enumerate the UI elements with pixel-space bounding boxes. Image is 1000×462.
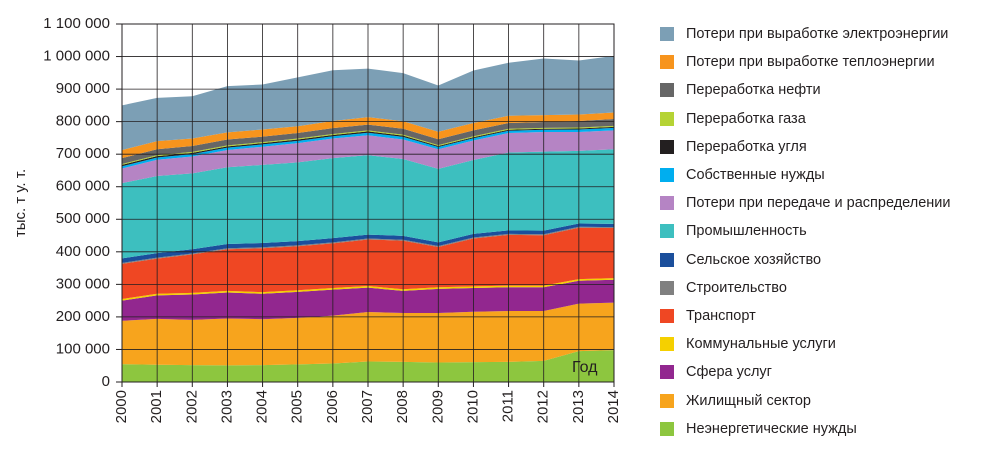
legend-swatch bbox=[660, 27, 674, 42]
legend-swatch bbox=[660, 337, 674, 352]
legend-label: Транспорт bbox=[686, 307, 756, 324]
x-tick-label: 2010 bbox=[464, 390, 481, 423]
legend-item: Потери при выработке электроэнергии bbox=[660, 20, 950, 48]
x-tick-label: 2009 bbox=[429, 390, 446, 423]
legend-label: Потери при выработке теплоэнергии bbox=[686, 54, 935, 71]
legend-swatch bbox=[660, 393, 674, 408]
legend-label: Собственные нужды bbox=[686, 167, 825, 184]
legend-item: Коммунальные услуги bbox=[660, 330, 950, 358]
legend-swatch bbox=[660, 280, 674, 295]
y-tick-label: 100 000 bbox=[56, 340, 110, 357]
legend-label: Переработка нефти bbox=[686, 82, 821, 99]
area-series-5 bbox=[122, 226, 614, 264]
gridlines bbox=[122, 24, 614, 382]
legend-swatch bbox=[660, 224, 674, 239]
legend-item: Потери при передаче и распределении bbox=[660, 189, 950, 217]
x-axis-label: Год bbox=[572, 359, 598, 376]
legend-swatch bbox=[660, 111, 674, 126]
legend-label: Неэнергетические нужды bbox=[686, 420, 857, 437]
legend-item: Жилищный сектор bbox=[660, 386, 950, 414]
area-series-9 bbox=[122, 127, 614, 169]
legend-swatch bbox=[660, 139, 674, 154]
y-axis-label: тыс. т у. т. bbox=[12, 169, 29, 237]
legend-label: Потери при выработке электроэнергии bbox=[686, 26, 949, 43]
y-tick-label: 900 000 bbox=[56, 80, 110, 97]
area-series-6 bbox=[122, 223, 614, 263]
y-tick-label: 600 000 bbox=[56, 178, 110, 195]
legend-swatch bbox=[660, 196, 674, 211]
y-tick-label: 400 000 bbox=[56, 243, 110, 260]
legend-item: Переработка нефти bbox=[660, 76, 950, 104]
legend-label: Жилищный сектор bbox=[686, 392, 811, 409]
y-tick-label: 500 000 bbox=[56, 210, 110, 227]
x-tick-label: 2008 bbox=[394, 390, 411, 423]
legend-swatch bbox=[660, 55, 674, 70]
legend-label: Строительство bbox=[686, 279, 787, 296]
x-tick-label: 2005 bbox=[289, 390, 306, 423]
y-tick-label: 1 100 000 bbox=[43, 15, 110, 32]
legend-item: Собственные нужды bbox=[660, 161, 950, 189]
legend-item: Промышленность bbox=[660, 217, 950, 245]
legend-swatch bbox=[660, 421, 674, 436]
y-tick-label: 700 000 bbox=[56, 145, 110, 162]
x-tick-label: 2002 bbox=[183, 390, 200, 423]
area-series-13 bbox=[122, 112, 614, 159]
x-tick-label: 2007 bbox=[359, 390, 376, 423]
x-tick-label: 2014 bbox=[605, 390, 622, 423]
y-tick-label: 300 000 bbox=[56, 275, 110, 292]
area-series-8 bbox=[122, 130, 614, 184]
legend-label: Промышленность bbox=[686, 223, 807, 240]
x-tick-label: 2003 bbox=[218, 390, 235, 423]
legend-item: Потери при выработке теплоэнергии bbox=[660, 48, 950, 76]
legend-swatch bbox=[660, 168, 674, 183]
legend-item: Сфера услуг bbox=[660, 358, 950, 386]
x-tick-label: 2006 bbox=[324, 390, 341, 423]
x-tick-label: 2013 bbox=[570, 390, 587, 423]
x-tick-label: 2001 bbox=[148, 390, 165, 423]
legend-label: Потери при передаче и распределении bbox=[686, 195, 951, 212]
y-tick-label: 1 000 000 bbox=[43, 48, 110, 65]
legend-item: Строительство bbox=[660, 274, 950, 302]
legend-item: Сельское хозяйство bbox=[660, 246, 950, 274]
y-tick-label: 200 000 bbox=[56, 308, 110, 325]
y-tick-label: 800 000 bbox=[56, 113, 110, 130]
legend-item: Переработка газа bbox=[660, 105, 950, 133]
y-tick-label: 0 bbox=[102, 373, 110, 390]
x-tick-label: 2012 bbox=[535, 390, 552, 423]
legend-label: Коммунальные услуги bbox=[686, 336, 836, 353]
legend-swatch bbox=[660, 308, 674, 323]
legend-label: Сельское хозяйство bbox=[686, 251, 822, 268]
x-axis-ticks: 2000 2001 2002 2003 2004 2005 2006 2007 2008 2009… bbox=[113, 382, 622, 423]
legend-label: Сфера услуг bbox=[686, 364, 772, 381]
legend-swatch bbox=[660, 83, 674, 98]
legend: Потери при выработке электроэнергии Потер… bbox=[660, 20, 950, 443]
legend-item: Транспорт bbox=[660, 302, 950, 330]
legend-swatch bbox=[660, 365, 674, 380]
x-tick-label: 2004 bbox=[254, 390, 271, 423]
legend-label: Переработка газа bbox=[686, 110, 806, 127]
y-axis-ticks: 0 100 000 200 000 300 000 400 000 500 000 600 … bbox=[43, 15, 122, 390]
area-series-12 bbox=[122, 119, 614, 164]
x-tick-label: 2011 bbox=[500, 390, 517, 422]
legend-label: Переработка угля bbox=[686, 138, 807, 155]
legend-item: Неэнергетические нужды bbox=[660, 415, 950, 443]
legend-swatch bbox=[660, 252, 674, 267]
x-tick-label: 2000 bbox=[113, 390, 130, 423]
legend-item: Переработка угля bbox=[660, 133, 950, 161]
